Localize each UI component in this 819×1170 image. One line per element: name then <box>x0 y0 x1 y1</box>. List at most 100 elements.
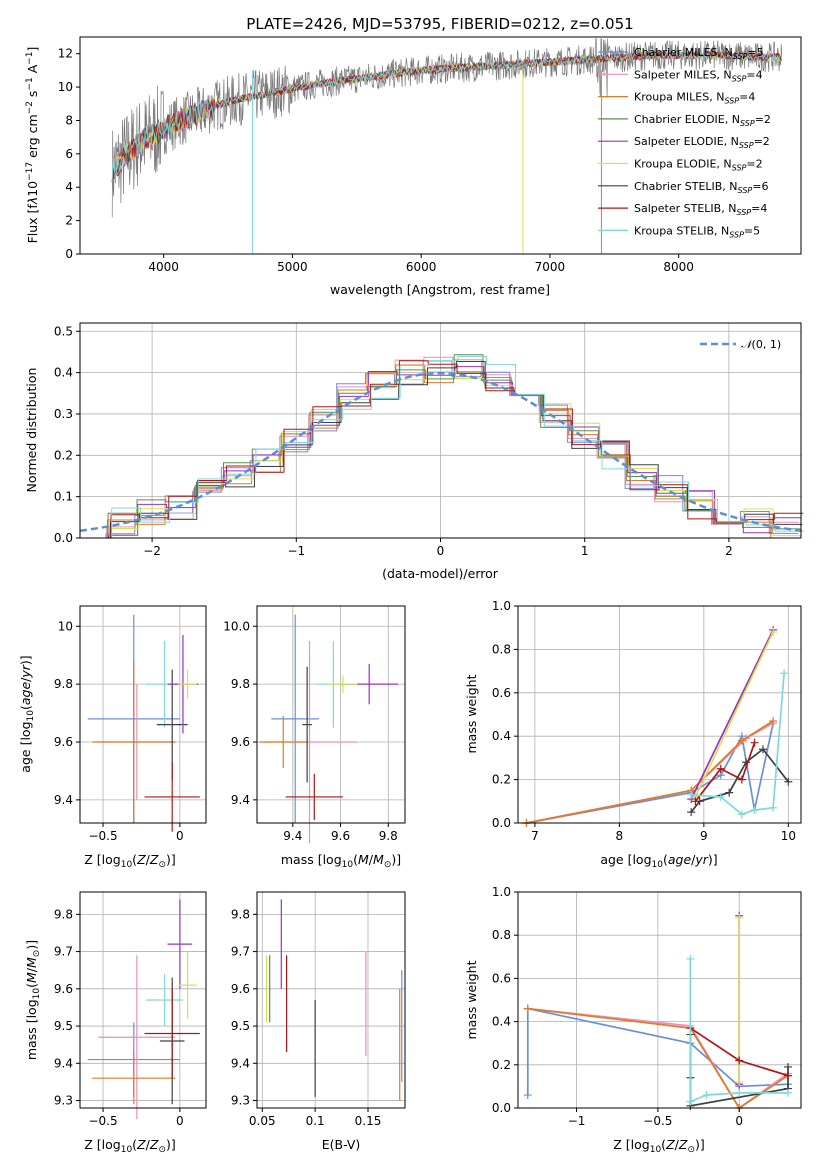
p5-frame <box>517 605 802 824</box>
p4-ytick-label: 9.4 <box>231 793 250 807</box>
p8-ytick-label: 0.2 <box>492 1058 511 1072</box>
p4-xlabel: mass [log10(M/M⊙)] <box>281 852 401 870</box>
p3-ytick-label: 9.8 <box>54 677 73 691</box>
residual-xtick-label: 2 <box>725 544 733 558</box>
p7-grid <box>257 892 405 1108</box>
p5-marker <box>750 805 759 814</box>
p5-xtick-label: 9 <box>700 829 708 843</box>
residual-histogram-9 <box>82 355 804 539</box>
spectrum-title: PLATE=2426, MJD=53795, FIBERID=0212, z=0… <box>246 15 633 33</box>
legend-label-7: Chabrier STELIB, NSSP=6 <box>634 180 768 195</box>
p5-marker <box>725 788 734 797</box>
p5-ytick-label: 0.4 <box>492 729 511 743</box>
p8-marker <box>735 913 744 922</box>
p4-ticks: 9.4 9.6 9.8 9.4 9.6 9.8 10.0 <box>223 619 398 843</box>
p6-ytick-label: 9.3 <box>54 1094 73 1108</box>
p7-plot <box>265 899 403 1101</box>
residual-ytick-label: 0.3 <box>54 407 73 421</box>
p3-xlabel: Z [log10(Z/Z⊙)] <box>84 852 176 870</box>
p7-ytick-label: 9.3 <box>231 1094 250 1108</box>
residual-xtick-label: −1 <box>287 544 305 558</box>
spectrum-ytick-label: 0 <box>65 247 73 261</box>
residual-legend: 𝒩(0, 1) <box>700 338 781 351</box>
p5-xtick-label: 7 <box>531 829 539 843</box>
p8-series-3 <box>527 1007 789 1110</box>
p5-xtick-label: 8 <box>616 829 624 843</box>
p5-marker <box>691 797 700 806</box>
p6-ytick-label: 9.8 <box>54 907 73 921</box>
p7-ytick-label: 9.7 <box>231 945 250 959</box>
residual-xtick-label: −2 <box>143 544 161 558</box>
legend-label-2: Salpeter MILES, NSSP=4 <box>634 68 763 83</box>
residual-ytick-label: 0.5 <box>54 324 73 338</box>
spectrum-xtick-label: 4000 <box>148 260 179 274</box>
mass-weight-vs-age-panel: 7 8 9 10 0.0 0.2 0.4 0.6 0.8 1.0 <box>492 599 802 843</box>
p6-ytick-label: 9.7 <box>54 945 73 959</box>
p6-ytick-label: 9.5 <box>54 1019 73 1033</box>
p3-frame <box>79 605 207 824</box>
mass-vs-extinction-panel: 0.05 0.1 0.15 9.3 9.4 9.5 9.6 9.7 9.8 <box>231 891 406 1128</box>
spectrum-xtick-label: 6000 <box>406 260 437 274</box>
spectrum-xtick-label: 8000 <box>663 260 694 274</box>
p6-frame <box>79 891 207 1109</box>
p8-ytick-label: 1.0 <box>492 885 511 899</box>
p5-series-2 <box>526 722 774 824</box>
p8-marker <box>783 1071 792 1080</box>
residual-ytick-label: 0.4 <box>54 366 73 380</box>
p3-xtick-label: −0.5 <box>88 829 117 843</box>
p5-xlabel: age [log10(age/yr)] <box>600 852 717 870</box>
gaussian-curve <box>79 371 802 533</box>
residual-xtick-label: 0 <box>437 544 445 558</box>
p3-grid <box>80 606 206 823</box>
legend-label-8: Salpeter STELIB, NSSP=4 <box>634 202 767 217</box>
legend-label-9: Kroupa STELIB, NSSP=5 <box>634 224 760 239</box>
p4-grid <box>257 606 405 823</box>
p6-xtick-label: 0 <box>176 1114 184 1128</box>
residual-ytick-label: 0.1 <box>54 490 73 504</box>
p6-ylabel: mass [log10(M/M⊙)] <box>24 940 42 1060</box>
p5-marker <box>737 775 746 784</box>
p6-plot <box>87 899 200 1120</box>
p8-xlabel: Z [log10(Z/Z⊙)] <box>613 1137 705 1155</box>
p5-marker <box>737 736 746 745</box>
p7-ytick-label: 9.8 <box>231 907 250 921</box>
p4-xtick-label: 9.4 <box>283 829 302 843</box>
p5-plot <box>522 625 793 827</box>
p5-xtick-label: 10 <box>781 829 796 843</box>
residual-xtick-label: 1 <box>581 544 589 558</box>
p3-ytick-label: 9.4 <box>54 793 73 807</box>
p6-xlabel: Z [log10(Z/Z⊙)] <box>84 1137 176 1155</box>
p8-grid <box>518 891 801 1109</box>
p5-series-7 <box>694 742 756 802</box>
p8-marker <box>702 1091 711 1100</box>
p8-ytick-label: 0.0 <box>492 1101 511 1115</box>
p8-xtick-label: −0.5 <box>643 1114 672 1128</box>
p4-xtick-label: 9.6 <box>331 829 350 843</box>
spectrum-ytick-label: 6 <box>65 147 73 161</box>
spectrum-xtick-label: 7000 <box>535 260 566 274</box>
p7-xtick-label: 0.05 <box>249 1114 276 1128</box>
p5-ytick-label: 0.0 <box>492 816 511 830</box>
residual-panel: −2 −1 0 1 2 0.0 0.1 0.2 0.3 0.4 0.5 (data-model)/e… <box>24 322 804 581</box>
p5-series-4 <box>690 629 774 800</box>
p6-ytick-label: 9.4 <box>54 1056 73 1070</box>
residual-ylabel: Normed distribution <box>24 368 39 493</box>
p8-xtick-label: 0 <box>735 1114 743 1128</box>
p8-marker <box>523 1004 532 1013</box>
p7-ticks: 0.05 0.1 0.15 9.3 9.4 9.5 9.6 9.7 9.8 <box>231 907 381 1128</box>
residual-histogram-8 <box>82 360 804 539</box>
p7-xtick-label: 0.1 <box>306 1114 325 1128</box>
residual-histogram-1 <box>77 360 799 539</box>
p6-ytick-label: 9.6 <box>54 982 73 996</box>
p8-ytick-label: 0.6 <box>492 971 511 985</box>
p3-ticks: −0.5 0 9.4 9.6 9.8 10 <box>54 619 184 843</box>
age-vs-metallicity-panel: −0.5 0 9.4 9.6 9.8 10 <box>54 605 207 843</box>
p5-ytick-label: 0.6 <box>492 686 511 700</box>
p7-ytick-label: 9.5 <box>231 1019 250 1033</box>
p8-ylabel: mass weight <box>464 960 479 1039</box>
gaussian-legend-label: 𝒩(0, 1) <box>741 338 781 351</box>
model-spectrum-9 <box>111 50 783 183</box>
p5-ticks: 7 8 9 10 0.0 0.2 0.4 0.6 0.8 1.0 <box>492 599 796 843</box>
legend-label-3: Kroupa MILES, NSSP=4 <box>634 91 755 106</box>
